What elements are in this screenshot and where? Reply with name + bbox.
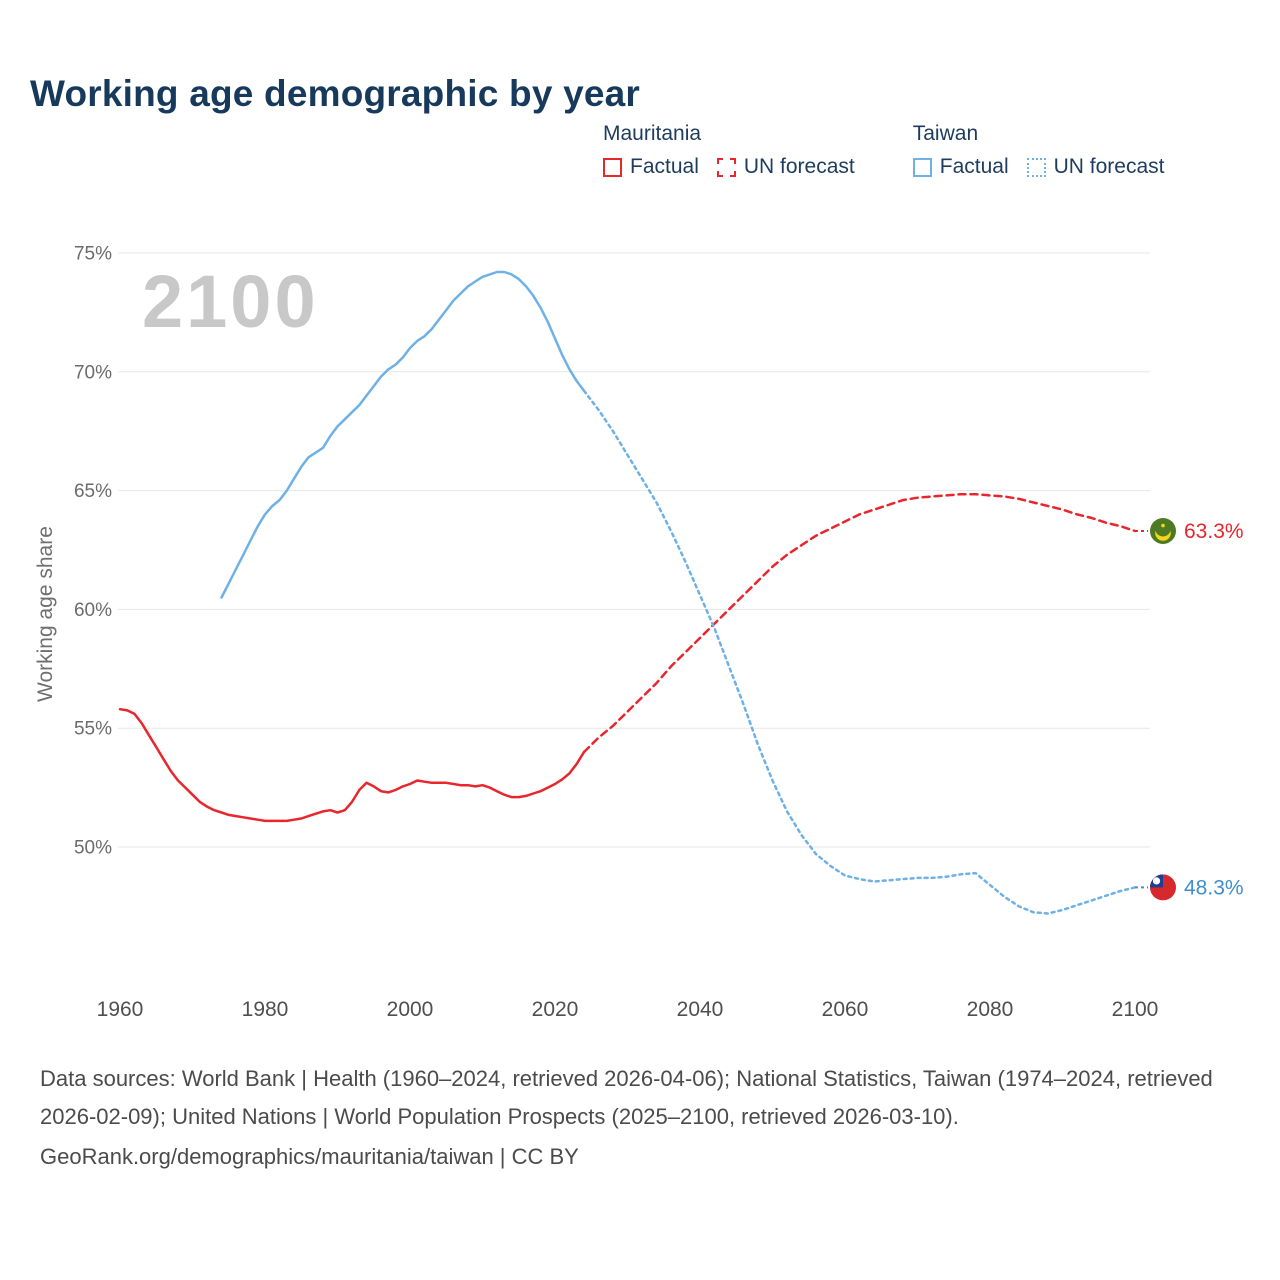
y-tick-label: 50% xyxy=(74,838,112,859)
end-value-label-mauritania: 63.3% xyxy=(1184,520,1244,543)
legend-item-mauritania-forecast: UN forecast xyxy=(716,155,855,179)
series-mauritania-forecast xyxy=(582,492,1137,754)
y-tick-label: 70% xyxy=(74,362,112,383)
watermark-year: 2100 xyxy=(142,260,319,343)
taiwan-flag-icon xyxy=(1150,874,1176,901)
legend-group-mauritania: Mauritania Factual UN forecast xyxy=(603,122,855,179)
series-mauritania-factual xyxy=(118,707,586,823)
y-tick-label: 55% xyxy=(74,719,112,740)
y-tick-label: 75% xyxy=(74,244,112,265)
x-tick-label: 2040 xyxy=(677,998,724,1021)
legend-item-taiwan-forecast: UN forecast xyxy=(1026,155,1165,179)
y-tick-label: 60% xyxy=(74,600,112,621)
end-value-label-taiwan: 48.3% xyxy=(1184,876,1244,899)
x-tick-label: 2060 xyxy=(822,998,869,1021)
mauritania-forecast-swatch-icon xyxy=(716,157,736,177)
y-axis-label: Working age share xyxy=(34,526,57,702)
legend-item-label: UN forecast xyxy=(743,155,855,178)
taiwan-factual-swatch-icon xyxy=(912,157,932,177)
mauritania-flag-icon xyxy=(1150,517,1176,544)
mauritania-factual-swatch-icon xyxy=(603,157,622,177)
data-sources-text: Data sources: World Bank | Health (1960–… xyxy=(40,1066,1213,1130)
x-tick-label: 2080 xyxy=(967,998,1014,1021)
legend: Mauritania Factual UN forecast Taiwan Fa… xyxy=(603,122,1165,179)
legend-item-mauritania-factual: Factual xyxy=(603,155,699,179)
page-title: Working age demographic by year xyxy=(30,72,641,114)
attribution-text: GeoRank.org/demographics/mauritania/taiw… xyxy=(40,1143,579,1169)
series-taiwan-forecast xyxy=(582,389,1137,915)
legend-item-label: UN forecast xyxy=(1053,155,1165,178)
legend-item-label: Factual xyxy=(939,155,1009,178)
taiwan-forecast-swatch-icon xyxy=(1026,157,1046,177)
legend-item-label: Factual xyxy=(630,155,699,178)
legend-item-taiwan-factual: Factual xyxy=(912,155,1009,179)
footer: Data sources: World Bank | Health (1960–… xyxy=(40,1060,1252,1176)
legend-group-taiwan: Taiwan Factual UN forecast xyxy=(912,122,1165,179)
x-tick-label: 2000 xyxy=(387,998,434,1021)
legend-country-label: Mauritania xyxy=(603,122,702,145)
x-tick-label: 2020 xyxy=(532,998,579,1021)
y-tick-label: 65% xyxy=(74,481,112,502)
x-tick-label: 1980 xyxy=(242,998,289,1021)
x-tick-label: 1960 xyxy=(97,998,144,1021)
legend-country-label: Taiwan xyxy=(912,122,979,145)
x-tick-label: 2100 xyxy=(1112,998,1159,1021)
series-taiwan-factual xyxy=(220,270,586,599)
